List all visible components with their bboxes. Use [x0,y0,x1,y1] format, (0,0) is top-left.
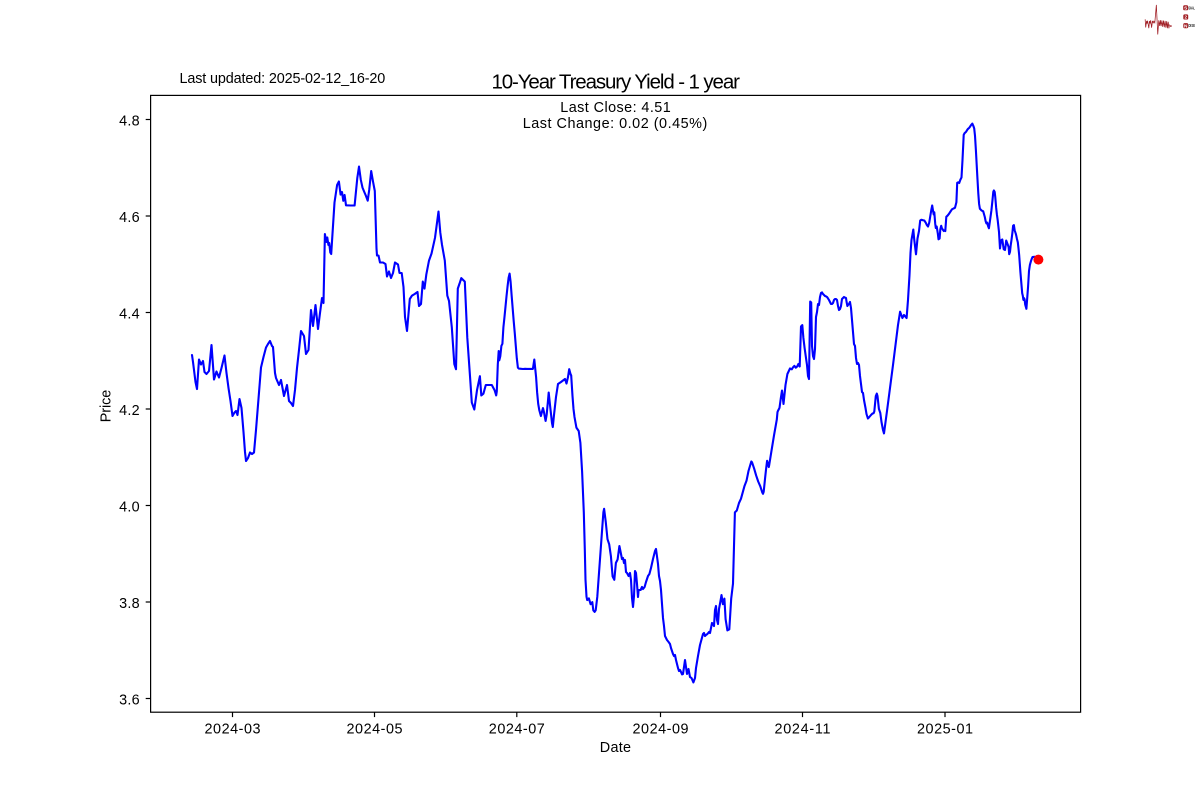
svg-text:2025-01: 2025-01 [917,721,973,737]
svg-text:IGNAL: IGNAL [1188,5,1195,10]
svg-text:Price: Price [99,390,115,423]
svg-text:4.4: 4.4 [119,307,140,323]
svg-text:4.8: 4.8 [119,114,140,130]
svg-text:3.6: 3.6 [119,693,140,709]
svg-text:Date: Date [600,740,631,756]
svg-text:N: N [1184,23,1188,28]
svg-text:2024-07: 2024-07 [489,721,545,737]
svg-text:2024-11: 2024-11 [775,721,831,737]
svg-text:4.0: 4.0 [119,500,140,516]
svg-text:S: S [1184,5,1187,10]
svg-text:2024-03: 2024-03 [205,721,261,737]
svg-text:Last Close: 4.51: Last Close: 4.51 [560,100,671,116]
svg-text:10-Year Treasury Yield - 1 yea: 10-Year Treasury Yield - 1 year [491,70,740,93]
svg-text:3.8: 3.8 [119,596,140,612]
svg-text:2024-09: 2024-09 [633,721,689,737]
svg-text:4.2: 4.2 [119,403,140,419]
svg-text:Last Change: 0.02 (0.45%): Last Change: 0.02 (0.45%) [523,116,708,132]
svg-text:OISE: OISE [1188,23,1195,28]
svg-text:Last updated: 2025-02-12_16-20: Last updated: 2025-02-12_16-20 [180,71,386,87]
svg-text:2024-05: 2024-05 [347,721,403,737]
svg-text:4.6: 4.6 [119,210,140,226]
svg-text:2: 2 [1184,15,1187,20]
